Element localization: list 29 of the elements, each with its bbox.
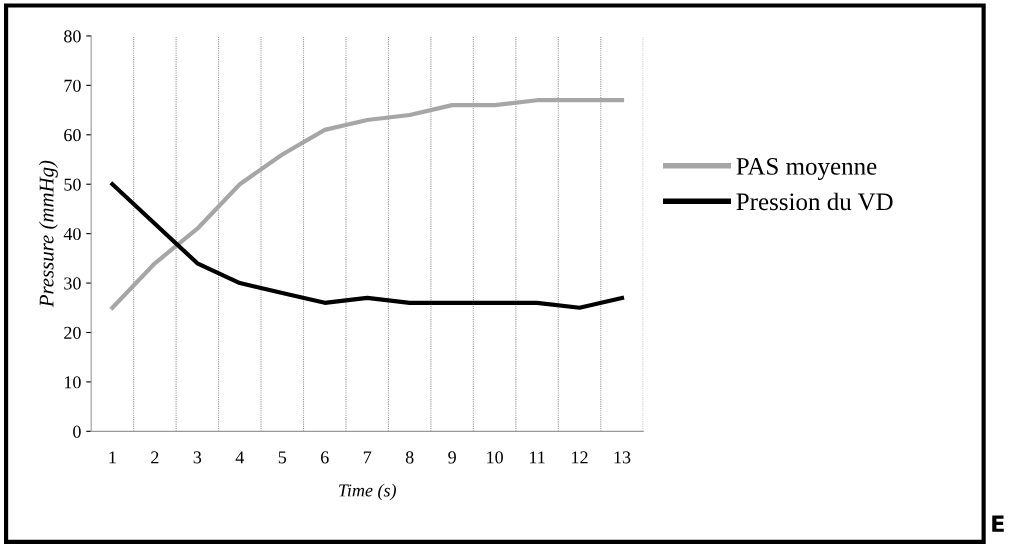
x-tick-label: 3: [193, 451, 202, 464]
y-tick-label: 60: [64, 129, 81, 142]
x-tick-label: 6: [321, 451, 329, 464]
y-tick-label: 40: [63, 227, 81, 241]
x-tick-label: 5: [278, 451, 287, 464]
x-axis-title: Time (s): [339, 483, 396, 501]
line-series: [110, 182, 625, 310]
y-tick-label: 70: [64, 79, 81, 92]
x-tick-label: 8: [405, 451, 414, 464]
legend-label: Pression du VD: [736, 192, 893, 211]
y-axis-title: Pressure (mmHg): [38, 160, 58, 308]
x-tick-label: 10: [487, 451, 503, 464]
x-tick-label: 1: [109, 451, 116, 464]
legend-label: PAS moyenne: [736, 158, 877, 180]
line-series: [110, 98, 625, 310]
y-tick-label: 0: [73, 425, 81, 438]
y-tick-label: 10: [64, 376, 81, 389]
x-tick-label: 11: [529, 451, 545, 464]
x-tick-label: 12: [572, 451, 588, 464]
y-tick-label: 50: [64, 178, 81, 191]
y-tick-label: 80: [64, 30, 81, 43]
x-tick-label: 2: [151, 451, 159, 464]
x-tick-label: 7: [363, 451, 372, 464]
y-tick-label: 20: [64, 326, 81, 339]
x-tick-label: 9: [448, 451, 456, 464]
x-tick-label: 4: [235, 451, 245, 464]
y-tick-label: 30: [64, 277, 81, 290]
text: E: [992, 515, 1004, 532]
x-tick-label: 13: [614, 451, 631, 464]
